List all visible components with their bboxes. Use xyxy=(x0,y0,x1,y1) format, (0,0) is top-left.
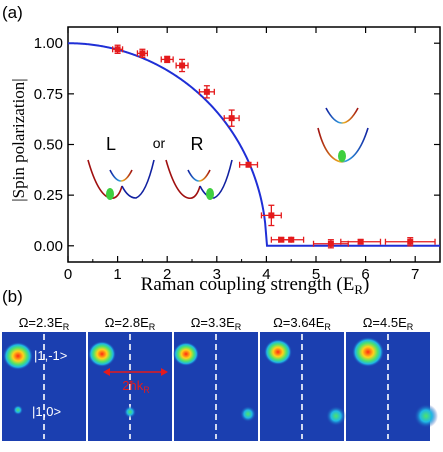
atom-cloud-top xyxy=(3,342,33,370)
momentum-label: 2ħkR xyxy=(122,378,150,395)
x-tick-label: 7 xyxy=(411,266,419,283)
state-label-top: |1,-1> xyxy=(34,348,67,363)
x-tick-label: 3 xyxy=(213,266,221,283)
image-label-1: Ω=2.3ER xyxy=(19,315,70,332)
theory-curve xyxy=(68,42,440,247)
data-point xyxy=(114,46,121,53)
data-point xyxy=(357,238,364,245)
y-tick-label: 0.50 xyxy=(34,137,63,154)
absorption-images: Ω=2.3ER Ω=2.8ER Ω=3.3ER Ω=3.64ER Ω=4.5ER |1,-… xyxy=(2,315,438,441)
state-label-bottom: |1,0> xyxy=(32,404,61,419)
atom-cloud-bottom xyxy=(414,404,438,428)
atom-cloud-bottom xyxy=(124,406,136,418)
y-tick-label: 0.00 xyxy=(34,238,63,255)
y-axis-label: |Spin polarization| xyxy=(9,78,28,201)
annotation-left: L xyxy=(106,134,116,154)
image-label-2: Ω=2.8ER xyxy=(105,315,156,332)
atom-cloud-bottom xyxy=(326,406,346,426)
y-tick-label: 1.00 xyxy=(34,35,63,52)
band-diagram-right xyxy=(165,159,233,200)
data-point xyxy=(278,236,285,243)
atom-cloud-top xyxy=(88,341,116,367)
image-label-3: Ω=3.3ER xyxy=(191,315,242,332)
data-point xyxy=(268,212,275,219)
arrow-head-left xyxy=(103,368,110,376)
x-tick-label: 4 xyxy=(262,266,270,283)
arrow-head-right xyxy=(161,368,168,376)
y-tick-label: 0.75 xyxy=(34,86,63,103)
x-tick-label: 0 xyxy=(64,266,72,283)
panel-a-label: (a) xyxy=(2,3,23,22)
annotation-or: or xyxy=(153,135,166,151)
image-label-5: Ω=4.5ER xyxy=(363,315,414,332)
data-point xyxy=(164,56,171,63)
x-tick-label: 5 xyxy=(312,266,320,283)
y-axis: 0.00 0.25 0.50 0.75 1.00 xyxy=(34,35,440,255)
data-point xyxy=(245,161,252,168)
band-diagram-left xyxy=(87,159,155,200)
data-point xyxy=(288,236,295,243)
atom-cloud-top xyxy=(173,342,199,366)
theory-line xyxy=(68,42,440,247)
atom-cloud-bottom xyxy=(13,405,23,415)
atom-cloud-bottom xyxy=(240,406,256,422)
data-point xyxy=(228,115,235,122)
plot-area xyxy=(67,26,441,263)
annotation-right: R xyxy=(191,134,204,154)
band-diagram-single xyxy=(317,107,369,163)
atom-cloud-top xyxy=(264,339,292,365)
data-points xyxy=(114,46,414,247)
y-tick-label: 0.25 xyxy=(34,187,63,204)
image-label-4: Ω=3.64ER xyxy=(273,315,331,332)
data-point xyxy=(407,238,414,245)
x-axis: 0 1 2 3 4 5 6 7 xyxy=(64,27,419,283)
x-tick-label: 1 xyxy=(113,266,121,283)
data-point xyxy=(327,240,334,247)
x-tick-label: 2 xyxy=(163,266,171,283)
data-point xyxy=(179,62,186,69)
data-point xyxy=(139,50,146,57)
x-tick-label: 6 xyxy=(361,266,369,283)
x-axis-label: Raman coupling strength (ER) xyxy=(141,274,370,297)
plot-frame xyxy=(67,26,441,263)
data-point xyxy=(203,88,210,95)
panel-b-label: (b) xyxy=(2,287,23,306)
atom-cloud-top xyxy=(352,337,384,367)
